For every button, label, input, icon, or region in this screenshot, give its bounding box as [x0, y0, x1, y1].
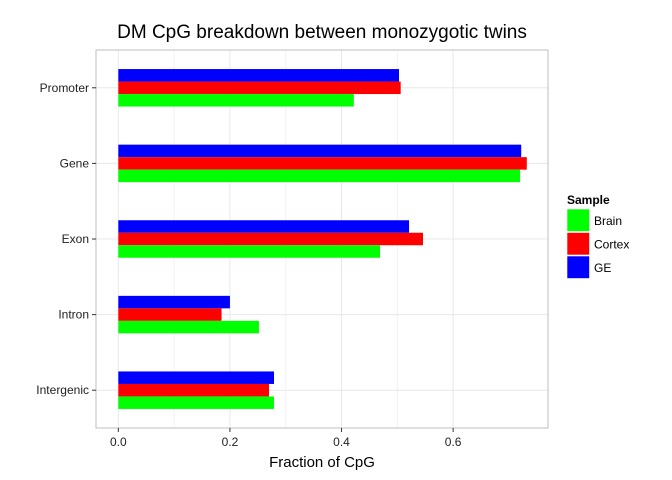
legend-label-cortex: Cortex	[594, 238, 629, 252]
bar-gene-cortex	[118, 157, 527, 170]
bar-intergenic-brain	[118, 396, 275, 409]
x-tick-label: 0.6	[445, 435, 462, 449]
y-tick-label: Intergenic	[36, 383, 89, 397]
bar-intron-cortex	[118, 308, 222, 321]
bar-exon-cortex	[118, 232, 424, 246]
x-axis: 0.0 0.2 0.4 0.6	[110, 428, 462, 449]
chart-title: DM CpG breakdown between monozygotic twi…	[117, 22, 527, 43]
y-axis: Promoter Gene Exon Intron Intergenic	[36, 81, 96, 397]
bars-layer	[118, 69, 527, 409]
legend-key-brain	[566, 208, 590, 232]
bar-intron-brain	[118, 320, 259, 334]
bar-promoter-ge	[118, 69, 400, 82]
legend-label-ge: GE	[594, 261, 611, 275]
legend-label-brain: Brain	[594, 214, 622, 228]
x-tick-label: 0.2	[222, 435, 239, 449]
x-tick-label: 0.0	[110, 435, 127, 449]
bar-intergenic-ge	[118, 371, 275, 384]
bar-intron-ge	[118, 295, 230, 309]
x-axis-title: Fraction of CpG	[269, 454, 375, 471]
bar-gene-brain	[118, 169, 521, 183]
y-tick-label: Promoter	[40, 81, 89, 95]
legend-title: Sample	[567, 193, 610, 207]
legend-key-ge	[566, 255, 590, 279]
y-tick-label: Gene	[60, 156, 90, 170]
y-tick-label: Intron	[58, 308, 89, 322]
bar-exon-ge	[118, 220, 410, 233]
bar-promoter-brain	[118, 94, 354, 107]
bar-intergenic-cortex	[118, 383, 269, 397]
legend: Sample Brain Cortex GE	[566, 193, 629, 279]
y-tick-label: Exon	[62, 232, 89, 246]
legend-key-cortex	[566, 232, 590, 256]
bar-promoter-cortex	[118, 81, 401, 95]
x-tick-label: 0.4	[333, 435, 350, 449]
bar-exon-brain	[118, 245, 381, 258]
bar-gene-ge	[118, 144, 522, 158]
